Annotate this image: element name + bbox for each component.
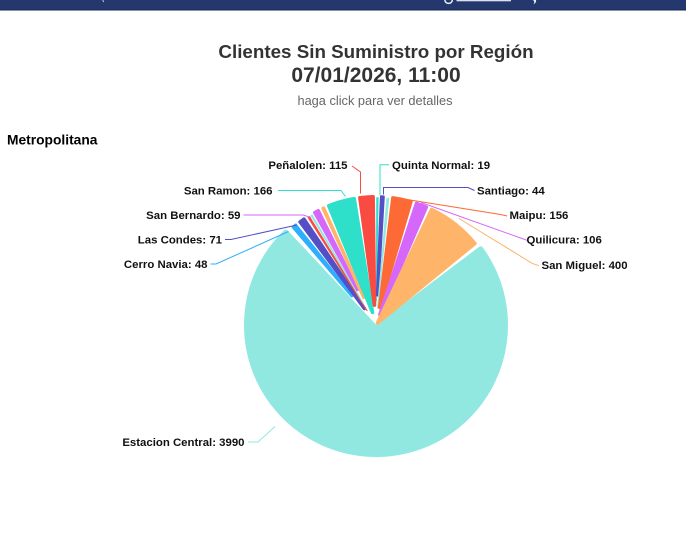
svg-text:San Bernardo: 59: San Bernardo: 59	[146, 210, 240, 222]
svg-text:Cerro Navia: 48: Cerro Navia: 48	[124, 259, 208, 271]
svg-text:Santiago: 44: Santiago: 44	[477, 185, 545, 197]
svg-text:Quilicura: 106: Quilicura: 106	[527, 234, 602, 246]
svg-text:Clientes Sin Suministro por Re: Clientes Sin Suministro por Región	[218, 41, 533, 62]
svg-text:Quinta Normal: 19: Quinta Normal: 19	[392, 160, 490, 172]
svg-text:Metropolitana: Metropolitana	[7, 132, 98, 147]
svg-text:Peñalolen: 115: Peñalolen: 115	[268, 160, 348, 172]
svg-text:Estacion Central: 3990: Estacion Central: 3990	[122, 437, 244, 449]
svg-text:San Ramon: 166: San Ramon: 166	[184, 185, 273, 197]
svg-text:Maipu: 156: Maipu: 156	[510, 210, 569, 222]
svg-text:Las Condes: 71: Las Condes: 71	[138, 234, 223, 246]
svg-text:haga click para ver detalles: haga click para ver detalles	[297, 93, 452, 108]
svg-text:San Miguel: 400: San Miguel: 400	[542, 260, 628, 272]
svg-text:07/01/2026, 11:00: 07/01/2026, 11:00	[291, 64, 460, 87]
